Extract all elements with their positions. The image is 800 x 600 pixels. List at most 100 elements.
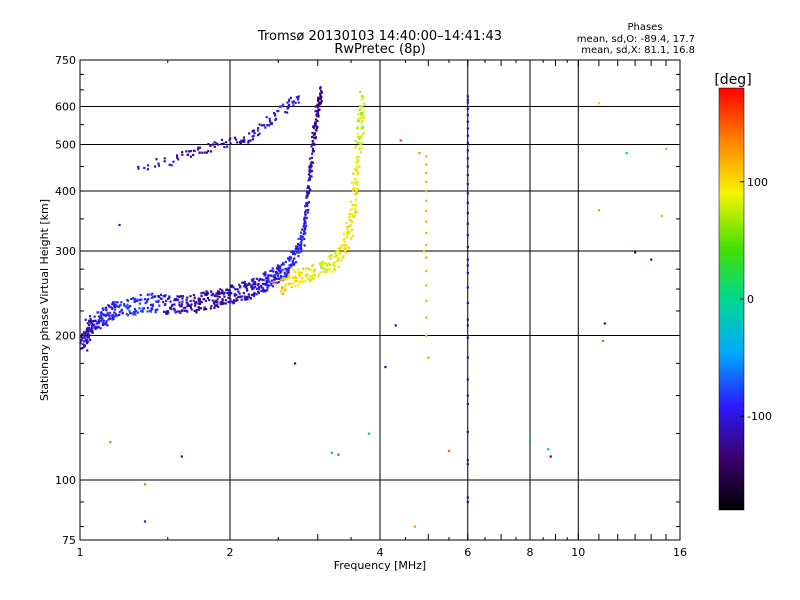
o-trace-point — [237, 290, 240, 293]
o-trace-point — [310, 135, 314, 139]
x-trace-point — [329, 257, 332, 260]
o-trace-point — [213, 306, 216, 310]
x-trace-point — [304, 274, 307, 277]
x-trace-point — [360, 98, 363, 101]
o-trace-point — [310, 165, 313, 168]
o-trace-point — [136, 298, 139, 301]
x-trace-point — [346, 245, 349, 248]
o-trace-point — [147, 293, 150, 296]
o-trace-point — [288, 256, 292, 259]
o-trace-point — [308, 178, 312, 181]
x-trace-point — [354, 211, 357, 215]
f-layer-point — [170, 164, 173, 167]
o-trace-point — [113, 305, 117, 309]
o-trace-point — [305, 196, 308, 199]
o-trace-point — [210, 290, 213, 293]
f-layer-point — [274, 117, 278, 121]
x-trace-point — [298, 275, 301, 278]
o-trace-point — [114, 315, 117, 318]
x-trace-point — [346, 230, 349, 233]
o-trace-point — [186, 304, 189, 307]
f-layer-point — [225, 145, 229, 148]
o-trace-point — [285, 275, 288, 278]
x-trace-point — [353, 214, 356, 217]
x-trace-point — [350, 213, 353, 216]
o-trace-point — [270, 282, 273, 285]
o-trace-point — [306, 193, 309, 196]
x-trace-point — [335, 260, 338, 263]
o-trace-point — [84, 338, 88, 341]
o-trace-point — [89, 338, 92, 341]
scattered-point — [665, 147, 668, 150]
o-trace-point — [84, 318, 87, 321]
o-trace-point — [284, 267, 287, 271]
o-trace-point — [124, 305, 127, 308]
y-tick-label: 600 — [55, 101, 76, 114]
y-tick-label: 400 — [55, 185, 76, 198]
o-trace-point — [126, 306, 129, 309]
o-trace-point — [202, 298, 206, 301]
o-trace-point — [273, 277, 276, 280]
o-trace-point — [288, 266, 291, 270]
x-trace-point — [323, 270, 326, 274]
x-trace-point — [361, 134, 364, 137]
o-trace-point — [211, 299, 214, 302]
o-trace-point — [311, 161, 315, 164]
o-trace-point — [197, 297, 200, 300]
o-trace-point — [126, 314, 130, 317]
f-layer-point — [236, 141, 239, 144]
interference-point — [466, 120, 469, 123]
o-trace-point — [234, 288, 237, 291]
scattered-point — [547, 448, 550, 451]
ticks — [79, 60, 681, 540]
scattered-point — [413, 525, 417, 528]
o-trace-point — [262, 278, 265, 282]
plot-area — [79, 59, 681, 541]
o-trace-point — [267, 277, 270, 280]
o-trace-point — [246, 289, 249, 292]
o-trace-point — [118, 311, 121, 314]
o-trace-point — [157, 299, 160, 302]
o-trace-point — [89, 328, 92, 331]
o-trace-point — [151, 303, 155, 306]
o-trace-point — [86, 329, 90, 332]
o-trace-point — [91, 329, 94, 332]
o-trace-point — [283, 271, 286, 274]
o-trace-point — [303, 205, 307, 208]
interference-point — [466, 336, 469, 339]
x-trace-point — [355, 164, 358, 167]
o-trace-point — [264, 271, 267, 274]
interference-point — [466, 165, 469, 168]
x-trace-point — [328, 263, 332, 266]
x-trace-point — [350, 181, 354, 184]
f-layer-point — [268, 124, 271, 127]
x-trace-point — [354, 145, 358, 148]
o-trace-point — [147, 298, 150, 301]
f-layer-point — [168, 163, 171, 166]
x-trace-point — [357, 171, 360, 174]
x-trace-point — [354, 208, 357, 211]
o-trace-point — [185, 309, 188, 312]
o-trace-point — [303, 211, 307, 214]
phases-stat-x: mean, sd,X: 81.1, 16.8 — [581, 45, 695, 56]
o-trace-point — [225, 288, 228, 291]
interference-point — [466, 271, 469, 275]
o-trace-point — [176, 310, 179, 313]
chart-title: Tromsø 20130103 14:40:00–14:41:43 — [257, 29, 502, 44]
o-trace-point — [85, 342, 89, 345]
o-trace-point — [176, 295, 179, 298]
o-trace-point — [173, 309, 176, 312]
x-trace-point — [281, 292, 284, 296]
f-layer-point — [278, 105, 282, 108]
o-trace-point — [79, 339, 82, 343]
o-trace-point — [102, 319, 105, 322]
o-trace-point — [232, 301, 235, 304]
x-trace-point — [344, 244, 347, 247]
o-trace-point — [317, 114, 320, 117]
x-trace-point — [338, 247, 341, 250]
o-trace-point — [168, 295, 171, 298]
o-trace-point — [205, 307, 208, 311]
x-trace-point — [333, 255, 336, 258]
f-layer-point — [233, 136, 236, 139]
x-trace-point — [356, 180, 359, 184]
